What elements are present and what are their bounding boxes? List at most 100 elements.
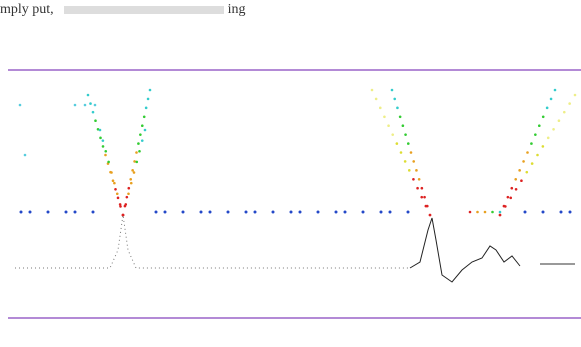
dot [546, 136, 550, 140]
dot [407, 169, 411, 172]
dot [140, 124, 144, 128]
dot [509, 196, 513, 200]
dot [89, 102, 92, 105]
dot [545, 106, 549, 110]
dot [498, 213, 502, 217]
dot [18, 103, 22, 107]
dot [107, 160, 110, 164]
dot [146, 97, 150, 101]
dot [409, 151, 413, 154]
dot [398, 115, 402, 119]
dot [86, 93, 90, 97]
dot [468, 210, 472, 214]
dot [502, 204, 506, 208]
dot [104, 153, 107, 157]
dot [181, 210, 185, 214]
dot [226, 210, 230, 214]
dot [91, 110, 95, 114]
dot [370, 88, 374, 92]
dot [491, 210, 494, 214]
dot [199, 210, 203, 214]
dot [343, 210, 347, 214]
text-start: mply put, [0, 2, 54, 17]
dot [374, 97, 378, 101]
dot [139, 133, 142, 136]
dot [135, 151, 138, 154]
dot [142, 115, 146, 119]
dot [244, 210, 248, 214]
dot [522, 160, 525, 163]
dot [316, 210, 320, 214]
paper-text: mply put, ing [0, 2, 250, 18]
dot [289, 210, 293, 214]
dot [568, 210, 572, 214]
dot [116, 196, 120, 200]
dot [23, 153, 27, 157]
dot [334, 210, 338, 214]
dot [101, 145, 105, 148]
dot [271, 210, 275, 214]
dot [476, 210, 479, 214]
dot [378, 106, 382, 110]
dot [536, 153, 539, 157]
dot [163, 210, 167, 214]
dot [537, 124, 541, 128]
dot [417, 177, 421, 181]
dot [510, 186, 514, 190]
dot [110, 171, 113, 174]
dot [420, 186, 424, 190]
dot [520, 179, 523, 183]
dot [562, 110, 566, 114]
dot [208, 210, 212, 214]
dot [73, 103, 77, 107]
trace-dotted [15, 214, 410, 269]
dot [91, 210, 95, 214]
dot [98, 128, 102, 132]
dot [412, 177, 415, 181]
dot [361, 210, 365, 214]
dot [553, 88, 557, 92]
dot [541, 210, 545, 214]
dot [64, 210, 68, 214]
dot [420, 195, 424, 199]
dot [154, 210, 158, 214]
dot [119, 205, 122, 208]
dot [99, 136, 102, 140]
dot [131, 169, 134, 172]
dot [124, 203, 128, 206]
dot [383, 115, 386, 119]
dot [388, 210, 392, 214]
dot [140, 139, 144, 142]
dot [534, 133, 537, 136]
dot [132, 171, 136, 174]
dot [391, 133, 395, 136]
dot [401, 124, 405, 128]
dot [83, 103, 87, 107]
dot [573, 93, 577, 97]
dot [115, 192, 119, 196]
dot [549, 97, 553, 101]
figure-dots [18, 88, 577, 217]
dot [406, 210, 410, 214]
dot [96, 127, 100, 131]
dot [73, 210, 77, 214]
dot [121, 213, 125, 217]
dot [483, 210, 487, 214]
dot [506, 195, 510, 199]
dot [135, 160, 139, 164]
dot [568, 102, 571, 105]
dot [148, 88, 152, 92]
dot [557, 119, 561, 123]
dot [94, 119, 97, 123]
dot [127, 186, 131, 190]
dot [415, 169, 418, 172]
dot [403, 160, 407, 163]
dot [425, 204, 429, 208]
dot [525, 170, 529, 174]
dot [541, 115, 545, 119]
dot [19, 210, 23, 214]
dot [28, 210, 32, 214]
dot [514, 177, 518, 181]
blurred-text [63, 5, 224, 14]
